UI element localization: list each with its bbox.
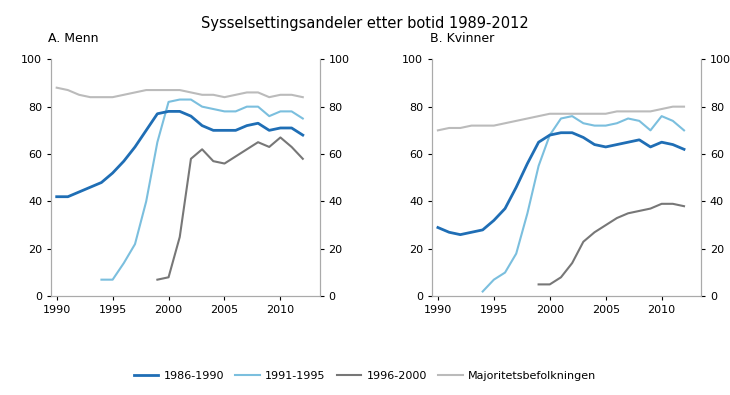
Text: B. Kvinner: B. Kvinner (430, 32, 494, 45)
Text: A. Menn: A. Menn (48, 32, 99, 45)
Legend: 1986-1990, 1991-1995, 1996-2000, Majoritetsbefolkningen: 1986-1990, 1991-1995, 1996-2000, Majorit… (129, 367, 601, 386)
Text: Sysselsettingsandeler etter botid 1989-2012: Sysselsettingsandeler etter botid 1989-2… (201, 16, 529, 31)
